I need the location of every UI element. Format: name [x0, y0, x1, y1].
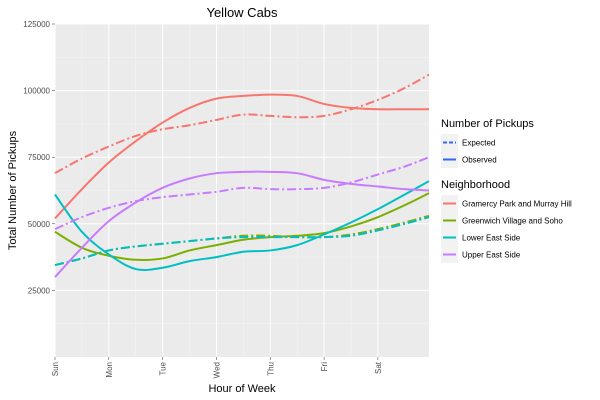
- x-tick-label: Mon: [105, 362, 114, 378]
- y-axis-title: Total Number of Pickups: [7, 130, 19, 250]
- series-line-upper-east-side-observed: [54, 170, 430, 278]
- x-tick-label: Wed: [212, 362, 221, 378]
- gridlines: [54, 23, 429, 357]
- x-axis: Sun Mon Tue Wed Thu Fri Sat: [51, 357, 383, 378]
- series-line-gramercy-park-and-murray-hill-observed: [54, 93, 429, 220]
- legend-linetype-title: Number of Pickups: [441, 118, 534, 130]
- legend-neighborhood: Neighborhood Gramercy Park and Murray Hi…: [441, 179, 572, 263]
- x-axis-title: Hour of Week: [208, 383, 276, 395]
- legend-label-lower-east-side: Lower East Side: [462, 234, 521, 243]
- legend-number-of-pickups: Number of Pickups Expected Observed: [441, 118, 534, 168]
- y-tick-label: 125000: [23, 20, 50, 29]
- series-lines: [54, 73, 430, 278]
- legend-label-upper-east-side: Upper East Side: [462, 251, 521, 260]
- y-tick-label: 50000: [28, 220, 51, 229]
- series-line-lower-east-side-observed: [54, 180, 430, 272]
- y-tick-label: 75000: [28, 153, 51, 162]
- x-tick-label: Tue: [159, 361, 168, 375]
- x-tick-label: Sat: [374, 361, 383, 374]
- y-tick-label: 100000: [23, 87, 50, 96]
- legend-label-greenwich-village-and-soho: Greenwich Village and Soho: [462, 217, 563, 226]
- legend-color-title: Neighborhood: [441, 179, 510, 191]
- x-tick-label: Thu: [266, 362, 275, 376]
- series-line-lower-east-side-expected: [54, 216, 430, 267]
- x-tick-label: Sun: [51, 362, 60, 376]
- chart-title: Yellow Cabs: [206, 5, 278, 20]
- series-line-greenwich-village-and-soho-observed: [54, 192, 430, 261]
- legend-label-expected: Expected: [462, 139, 495, 148]
- y-tick-label: 25000: [28, 286, 51, 295]
- legend-label-observed: Observed: [462, 156, 497, 165]
- y-axis: 25000 50000 75000 100000 125000: [23, 20, 55, 295]
- series-line-gramercy-park-and-murray-hill-expected: [54, 73, 430, 175]
- legend-label-gramercy-park-and-murray-hill: Gramercy Park and Murray Hill: [462, 200, 572, 209]
- x-tick-label: Fri: [320, 362, 329, 372]
- series-line-upper-east-side-expected: [54, 156, 430, 231]
